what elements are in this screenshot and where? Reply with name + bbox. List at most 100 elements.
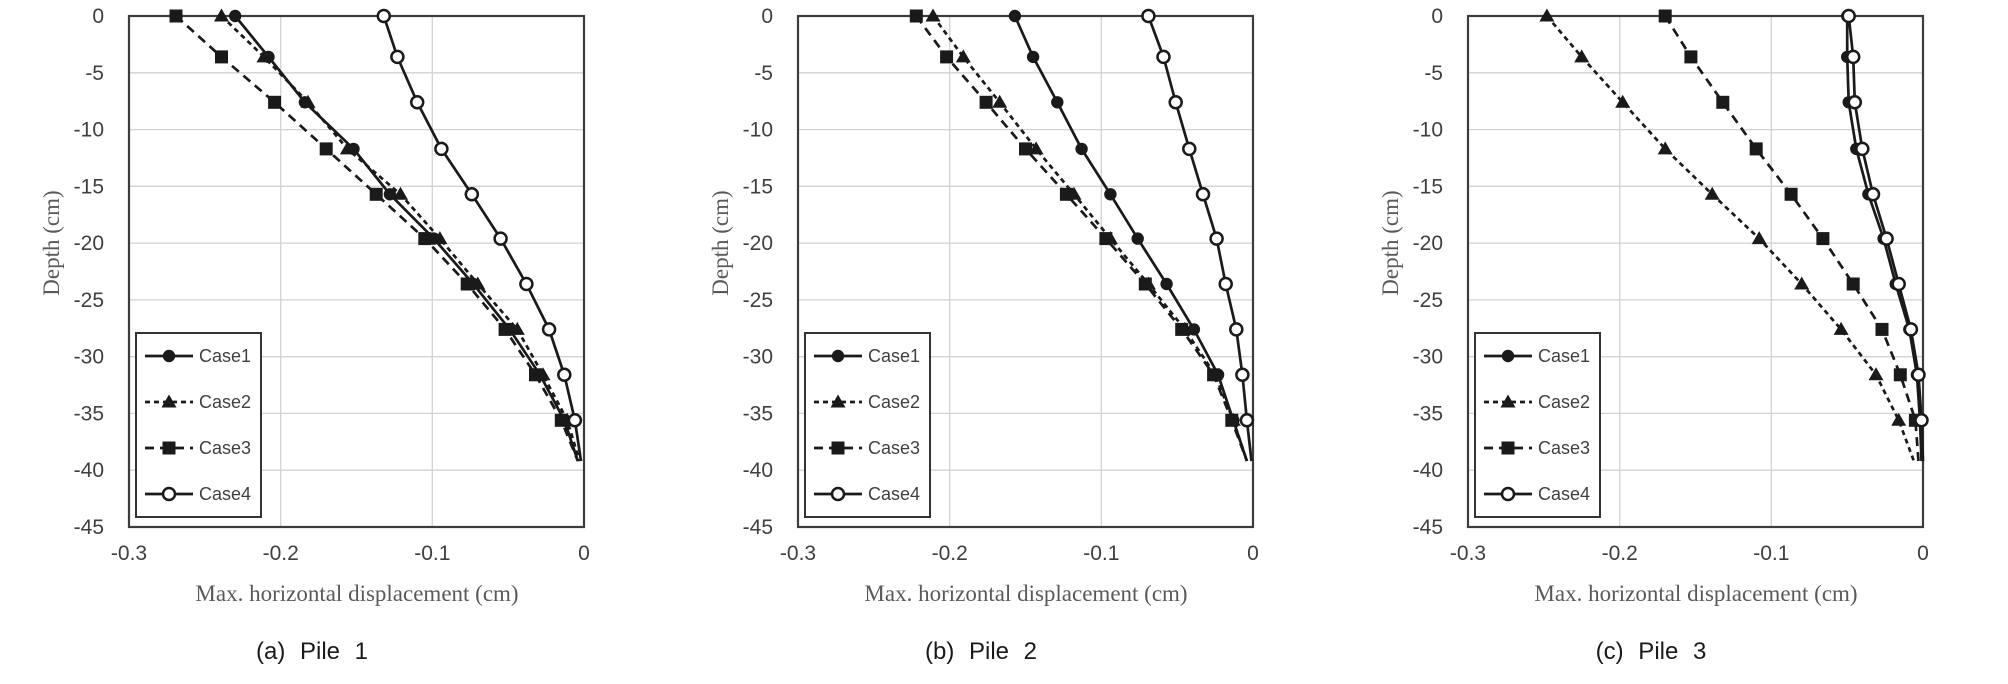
series-case4-marker (1141, 8, 1156, 24)
x-tick-label: -0.3 (111, 542, 147, 565)
legend-label: Case4 (199, 484, 251, 504)
legend-marker-sample (1501, 441, 1515, 455)
legend-marker-sample (1500, 394, 1516, 408)
series-case3-marker (1175, 322, 1189, 336)
legend-label: Case2 (868, 392, 920, 412)
y-tick-label: -20 (1413, 232, 1443, 255)
legend-marker-sample (162, 349, 176, 363)
x-tick-label: -0.2 (263, 542, 299, 565)
pile-3-caption: (c) Pile 3 (1595, 638, 1707, 665)
y-tick-label: -25 (1413, 289, 1443, 312)
series-case4-marker (409, 95, 425, 110)
series-case4-line (1147, 15, 1253, 462)
legend-label: Case3 (199, 438, 251, 458)
y-tick-label: -25 (74, 289, 104, 312)
x-tick-label: -0.1 (1753, 542, 1789, 565)
legend-marker-sample (1501, 349, 1515, 363)
series-case4-marker (1879, 231, 1894, 246)
series-case3-marker (169, 9, 183, 23)
legend-marker-sample (161, 394, 177, 408)
series-case3-marker (268, 95, 282, 109)
series-case2-line (220, 15, 581, 462)
series-case1-marker (1008, 9, 1022, 23)
series-case3-marker (418, 232, 432, 246)
series-case2-marker (1794, 276, 1810, 290)
legend-marker-sample (830, 486, 846, 502)
x-tick-label: 0 (578, 542, 590, 565)
legend-label: Case3 (1538, 438, 1590, 458)
series-case4-marker (567, 413, 583, 428)
series-case2-marker (925, 8, 941, 22)
series-case4-marker (1218, 276, 1233, 292)
series-case3-marker (460, 277, 474, 291)
series-case3-marker (909, 9, 923, 23)
x-tick-label: 0 (1917, 542, 1929, 565)
y-tick-label: 0 (1431, 5, 1443, 28)
series-case3-marker (1716, 95, 1730, 109)
series-case3-marker (529, 368, 542, 382)
series-case2-marker (214, 8, 229, 22)
y-tick-label: -30 (74, 346, 104, 369)
series-case1-marker (1104, 188, 1117, 201)
series-case3-marker (1019, 142, 1032, 156)
series-case4-marker (1156, 49, 1171, 65)
pile-1-y-axis-title: Depth (cm) (39, 190, 64, 296)
plot-border (127, 14, 586, 529)
chart-block-pile-2: 0 -5 -10 -15 -20 -25 -30 -35 -40 -45 -0.3 -0.2 -0.1 0… (669, 0, 1338, 684)
series-case2-marker (509, 321, 525, 335)
y-tick-label: -35 (743, 402, 773, 425)
legend-marker-sample (162, 441, 176, 455)
series-case2-marker (1704, 186, 1720, 200)
series-case4-marker (1911, 367, 1926, 383)
series-case4-marker (1209, 231, 1224, 246)
x-tick-label: -0.2 (932, 542, 968, 565)
x-tick-label: -0.3 (1450, 542, 1486, 565)
y-tick-label: -45 (1413, 516, 1443, 539)
y-tick-label: -40 (74, 459, 104, 482)
series-case1-marker (1051, 96, 1064, 109)
series-case1-line (234, 15, 580, 462)
series-case3-marker (1099, 232, 1113, 246)
series-case4-marker (1855, 141, 1870, 157)
series-case4-marker (1182, 141, 1197, 157)
series-case3-marker (1816, 232, 1830, 246)
series-case3-marker (1658, 9, 1672, 23)
legend-marker-sample (830, 394, 846, 408)
series-case2-line (1545, 15, 1916, 462)
x-tick-label: 0 (1247, 542, 1259, 565)
pile-3-x-axis-title: Max. horizontal displacement (cm) (1534, 581, 1858, 606)
pile-2-y-axis-title: Depth (cm) (708, 190, 733, 296)
legend-label: Case1 (868, 346, 920, 366)
series-case1-marker (383, 188, 397, 201)
series-case2-marker (1574, 49, 1590, 63)
plot-border (1466, 14, 1925, 529)
series-case2-marker (1028, 141, 1044, 155)
legend-label: Case2 (199, 392, 251, 412)
legend-label: Case4 (868, 484, 920, 504)
legend-box (804, 332, 931, 518)
chart-block-pile-1: 0 -5 -10 -15 -20 -25 -30 -35 -40 -45 -0.3 -0.2 -0.1 0… (0, 0, 669, 684)
y-tick-label: -10 (1413, 119, 1443, 142)
legend-marker-sample (831, 349, 845, 363)
y-tick-label: -5 (754, 62, 773, 85)
series-case2-marker (300, 94, 316, 108)
chart-block-pile-3: 0 -5 -10 -15 -20 -25 -30 -35 -40 -45 -0.3 -0.2 -0.1 0… (1339, 0, 2008, 684)
series-case4-marker (464, 187, 480, 202)
series-case1-marker (229, 9, 242, 23)
series-case4-marker (1235, 367, 1250, 383)
series-case3-marker (1784, 187, 1798, 201)
pile-2-plot-area: 0 -5 -10 -15 -20 -25 -30 -35 -40 -45 -0.3 -0.2 -0.1 0… (743, 5, 1259, 565)
pile-1-caption: (a) Pile 1 (255, 638, 369, 665)
series-case3-marker (1207, 368, 1221, 382)
series-case2-marker (1833, 321, 1849, 335)
series-case3-marker (1138, 277, 1152, 291)
legend-label: Case2 (1538, 392, 1590, 412)
y-tick-label: -45 (743, 516, 773, 539)
y-tick-label: 0 (761, 5, 773, 28)
series-case2-line (931, 15, 1249, 462)
x-tick-label: -0.3 (780, 542, 816, 565)
series-case4-marker (1845, 49, 1861, 65)
y-tick-label: -15 (74, 175, 104, 198)
series-case4-marker (376, 8, 392, 24)
series-case2-marker (1868, 367, 1884, 381)
